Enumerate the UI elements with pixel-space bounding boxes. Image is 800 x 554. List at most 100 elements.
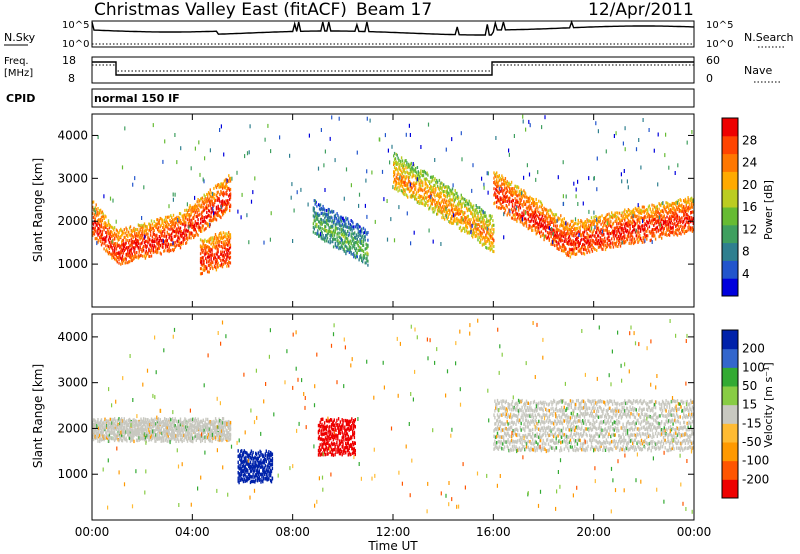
power-cell — [617, 236, 619, 240]
power-cell — [346, 236, 348, 240]
power-cell — [422, 169, 424, 173]
power-cell — [123, 235, 125, 239]
power-cell — [472, 204, 475, 208]
power-cell — [106, 231, 108, 235]
power-cell — [569, 255, 572, 259]
power-cell — [613, 229, 615, 233]
power-cell — [496, 188, 498, 192]
power-cell — [393, 154, 395, 158]
power-cell — [218, 185, 220, 189]
power-cell — [646, 224, 648, 227]
power-cell — [583, 227, 586, 231]
power-cell — [633, 224, 636, 228]
power-cell — [420, 201, 422, 205]
power-cell — [487, 237, 490, 241]
power-cell — [600, 228, 602, 231]
power-cell — [458, 227, 461, 230]
power-cell — [670, 214, 673, 218]
power-cell — [348, 226, 351, 230]
power-cell — [655, 219, 658, 223]
power-cell — [661, 232, 664, 236]
velocity-cell — [95, 422, 97, 426]
power-cell — [643, 205, 645, 209]
power-cell — [683, 200, 686, 204]
power-cell — [405, 159, 407, 162]
power-cell — [618, 217, 621, 221]
power-cell — [599, 219, 601, 223]
power-cell — [457, 202, 459, 206]
power-cell — [121, 230, 124, 234]
power-cell — [354, 246, 356, 250]
power-cell — [674, 202, 676, 206]
power-cell — [465, 200, 467, 204]
power-cell — [163, 242, 165, 246]
power-cell — [414, 197, 416, 201]
power-cell — [551, 211, 553, 215]
power-cell — [550, 229, 552, 233]
power-cell — [514, 215, 516, 219]
power-cell — [172, 229, 175, 233]
power-cell — [153, 240, 155, 244]
power-cell — [606, 242, 608, 245]
power-cell — [210, 191, 212, 195]
power-cell — [114, 257, 117, 261]
power-cell — [562, 220, 565, 224]
power-cell — [318, 204, 321, 207]
power-cell — [490, 241, 492, 244]
power-cell — [124, 261, 126, 265]
power-cell — [226, 241, 228, 245]
power-cell — [472, 232, 475, 236]
power-cell — [217, 190, 219, 194]
power-cell — [166, 249, 168, 253]
power-cell — [445, 185, 448, 189]
power-cell — [229, 243, 232, 247]
power-cell — [161, 220, 163, 224]
power-cell — [669, 217, 672, 221]
power-cell — [595, 231, 597, 235]
power-cell — [408, 190, 411, 194]
power-cell — [642, 217, 644, 221]
velocity-cell — [133, 439, 135, 444]
power-cell — [653, 234, 655, 238]
power-cell — [534, 214, 536, 218]
power-cell — [653, 148, 655, 153]
power-cell — [472, 218, 475, 222]
power-cell — [334, 225, 337, 229]
power-cell — [519, 197, 522, 201]
power-cell — [529, 220, 531, 224]
power-cell — [101, 215, 104, 219]
power-cell — [497, 191, 500, 195]
power-cell — [483, 218, 485, 222]
power-cell — [201, 271, 203, 275]
power-cell — [426, 195, 428, 199]
power-cell — [524, 195, 526, 199]
power-cell — [174, 192, 176, 197]
power-cell — [484, 236, 486, 240]
power-cell — [152, 246, 154, 250]
power-cell — [656, 204, 658, 208]
power-cell — [333, 214, 336, 218]
power-cell — [566, 223, 568, 227]
power-cell — [137, 256, 140, 260]
power-cell — [136, 239, 139, 243]
power-cell — [496, 199, 499, 203]
power-cell — [116, 242, 118, 246]
power-cell — [507, 181, 509, 185]
power-cell — [546, 216, 548, 220]
power-cell — [634, 215, 637, 219]
power-cell — [163, 234, 165, 238]
power-cell — [143, 254, 146, 258]
power-cell — [635, 228, 637, 233]
power-cell — [141, 249, 143, 253]
power-cell — [394, 168, 397, 171]
power-cell — [220, 182, 222, 186]
power-cell — [99, 223, 101, 227]
power-cell — [93, 207, 95, 212]
power-cell — [221, 183, 224, 187]
power-cell — [347, 241, 350, 246]
power-cell — [225, 243, 227, 246]
power-cell — [208, 214, 211, 218]
power-cell — [348, 240, 351, 244]
power-cell — [414, 174, 417, 178]
power-cell — [591, 239, 594, 243]
